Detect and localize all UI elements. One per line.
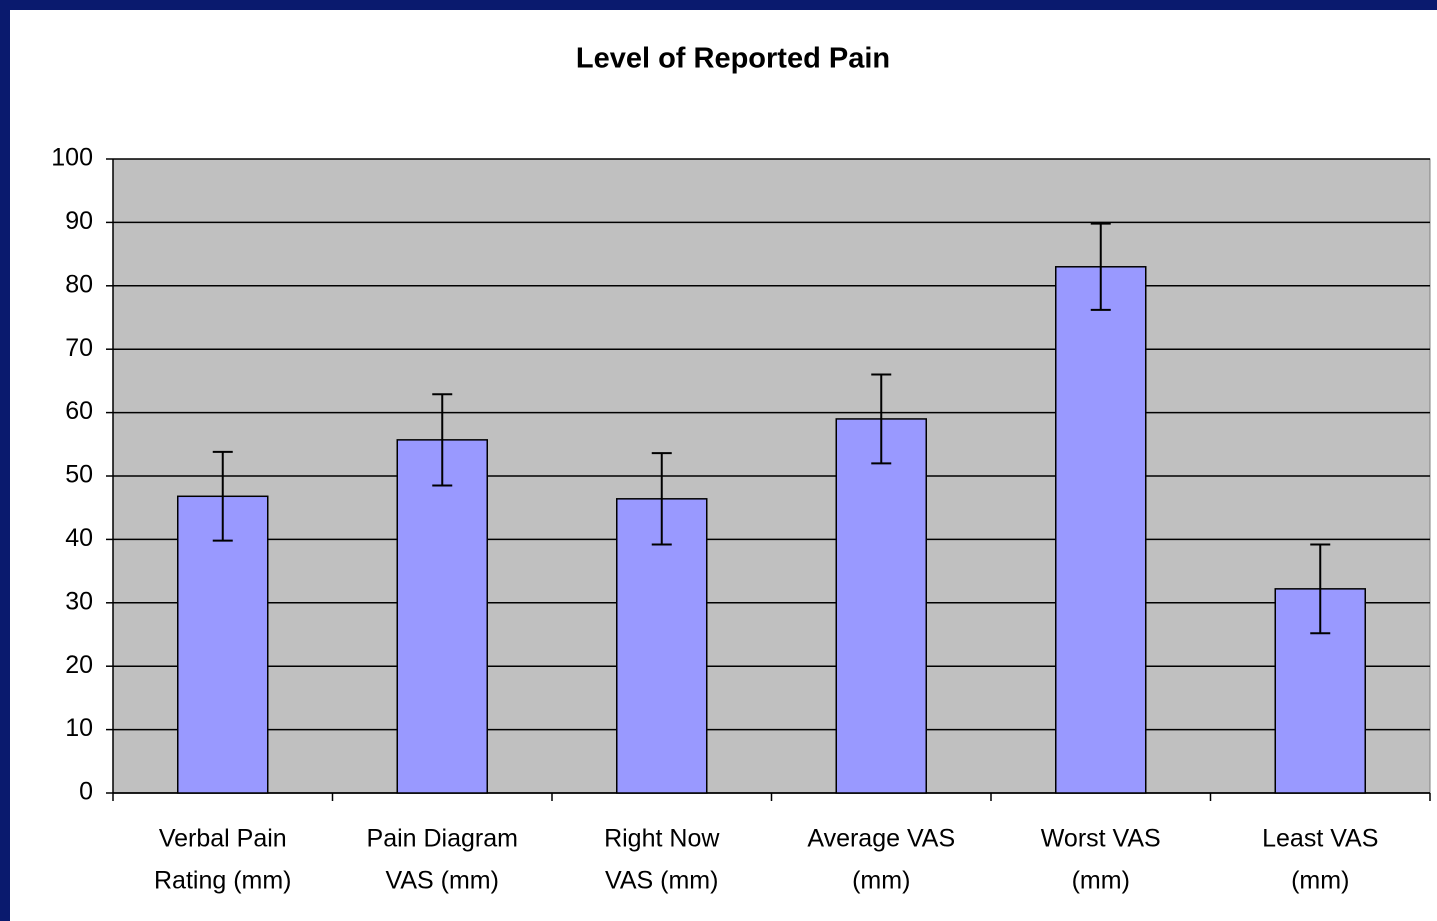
x-tick-label: Average VAS — [807, 825, 955, 853]
x-tick-label: Least VAS — [1262, 825, 1378, 853]
bar — [1055, 266, 1147, 794]
x-tick-label: Pain Diagram — [367, 825, 518, 853]
x-tick-label: Rating (mm) — [154, 867, 292, 895]
bar — [396, 439, 488, 794]
x-tick-label: (mm) — [852, 867, 910, 895]
x-tick-label: Verbal Pain — [159, 825, 287, 853]
x-tick-label: VAS (mm) — [386, 867, 499, 895]
y-tick-label: 20 — [65, 651, 93, 679]
bar — [835, 418, 927, 794]
y-tick-label: 80 — [65, 270, 93, 298]
bar — [616, 498, 708, 794]
y-tick-label: 0 — [79, 778, 93, 806]
bar — [177, 495, 269, 794]
x-tick-label: VAS (mm) — [605, 867, 718, 895]
y-tick-label: 40 — [65, 524, 93, 552]
y-tick-label: 50 — [65, 461, 93, 489]
x-tick-label: (mm) — [1291, 867, 1349, 895]
x-tick-label: Worst VAS — [1041, 825, 1161, 853]
chart-title: Level of Reported Pain — [576, 43, 890, 75]
y-tick-label: 60 — [65, 397, 93, 425]
y-tick-label: 70 — [65, 334, 93, 362]
y-tick-label: 10 — [65, 714, 93, 742]
y-tick-label: 30 — [65, 587, 93, 615]
y-tick-label: 100 — [51, 144, 93, 172]
x-tick-label: Right Now — [604, 825, 720, 853]
y-tick-label: 90 — [65, 207, 93, 235]
x-tick-label: (mm) — [1072, 867, 1130, 895]
